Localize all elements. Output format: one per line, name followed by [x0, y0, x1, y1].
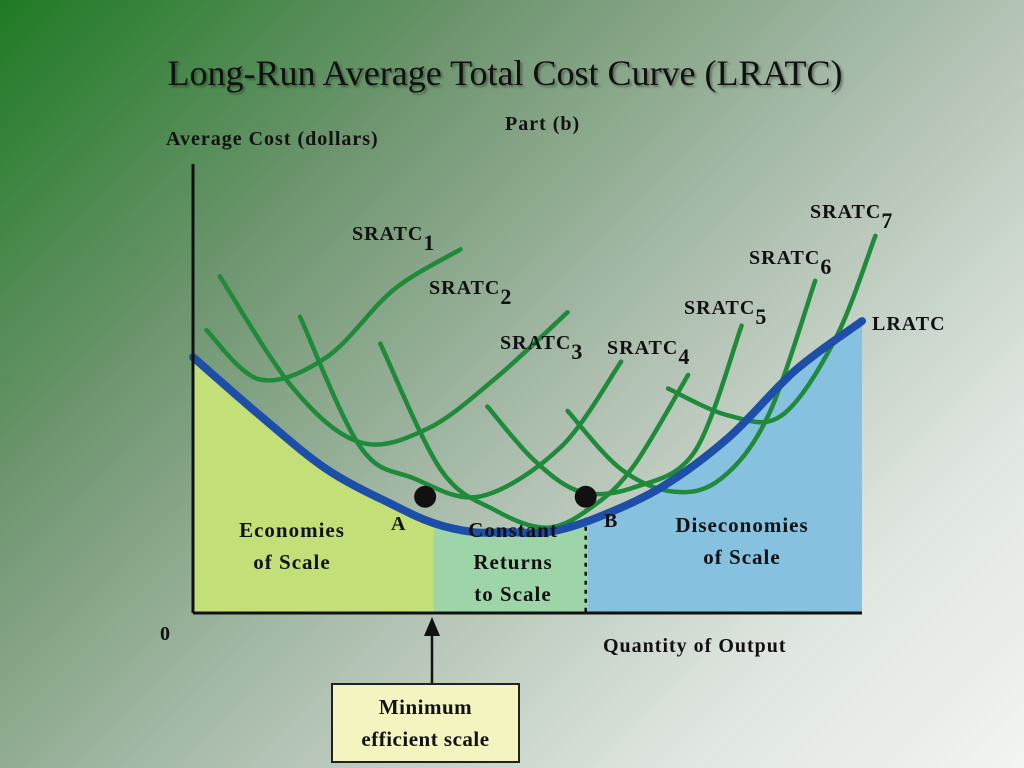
lratc-layer	[189, 317, 866, 538]
regions-layer	[193, 321, 862, 613]
sratc-5-curve	[485, 323, 744, 497]
sratc-1-curve	[204, 247, 463, 383]
region-0-area	[193, 357, 434, 613]
origin-label: 0	[160, 623, 171, 645]
y-axis-label: Average Cost (dollars)	[166, 128, 379, 150]
sratc-1-label: SRATC1	[352, 223, 435, 255]
region-2-area	[587, 321, 862, 613]
sratc-layer	[204, 233, 878, 530]
sratc-2-label: SRATC2	[429, 277, 512, 309]
slide-title: Long-Run Average Total Cost Curve (LRATC…	[167, 53, 843, 93]
sratc-6-curve	[565, 278, 818, 495]
region-2-label-line-0: Diseconomies	[675, 513, 808, 537]
sratc-3-label: SRATC3	[500, 332, 583, 364]
lratc-curve	[189, 317, 866, 538]
region-1-area	[433, 521, 588, 613]
region-2-label-line-1: of Scale	[703, 545, 780, 569]
minimum-efficient-scale-box: Minimum efficient scale	[331, 683, 520, 763]
sratc-7-curve	[665, 233, 878, 425]
region-1-label-line-2: to Scale	[474, 582, 551, 606]
sratc-4-curve	[378, 341, 691, 530]
chart-subtitle: Part (b)	[505, 113, 580, 135]
sratc-5-label: SRATC5	[684, 297, 767, 329]
point-b-label: B	[604, 510, 618, 532]
region-0-label-line-1: of Scale	[253, 550, 330, 574]
sratc-3-curve	[297, 314, 624, 500]
point-b	[574, 485, 597, 508]
axes-layer	[191, 164, 862, 615]
point-a	[414, 485, 437, 508]
sratc-2-curve	[217, 274, 570, 447]
point-a-label: A	[391, 513, 406, 535]
region-1-label-line-0: Constant	[468, 518, 558, 542]
lratc-label: LRATC	[872, 313, 946, 335]
region-1-label-line-1: Returns	[473, 550, 552, 574]
x-axis-label: Quantity of Output	[603, 635, 787, 657]
labels-layer: Average Cost (dollars) Part (b) Quantity o…	[160, 113, 946, 657]
arrow-layer	[424, 617, 440, 683]
sratc-6-label: SRATC6	[749, 247, 832, 279]
region-0-label-line-0: Economies	[239, 518, 345, 542]
mes-line-1: Minimum	[378, 695, 473, 719]
mes-arrow-head	[424, 617, 440, 636]
mes-line-2: efficient scale	[361, 727, 490, 751]
sratc-7-label: SRATC7	[810, 201, 893, 233]
